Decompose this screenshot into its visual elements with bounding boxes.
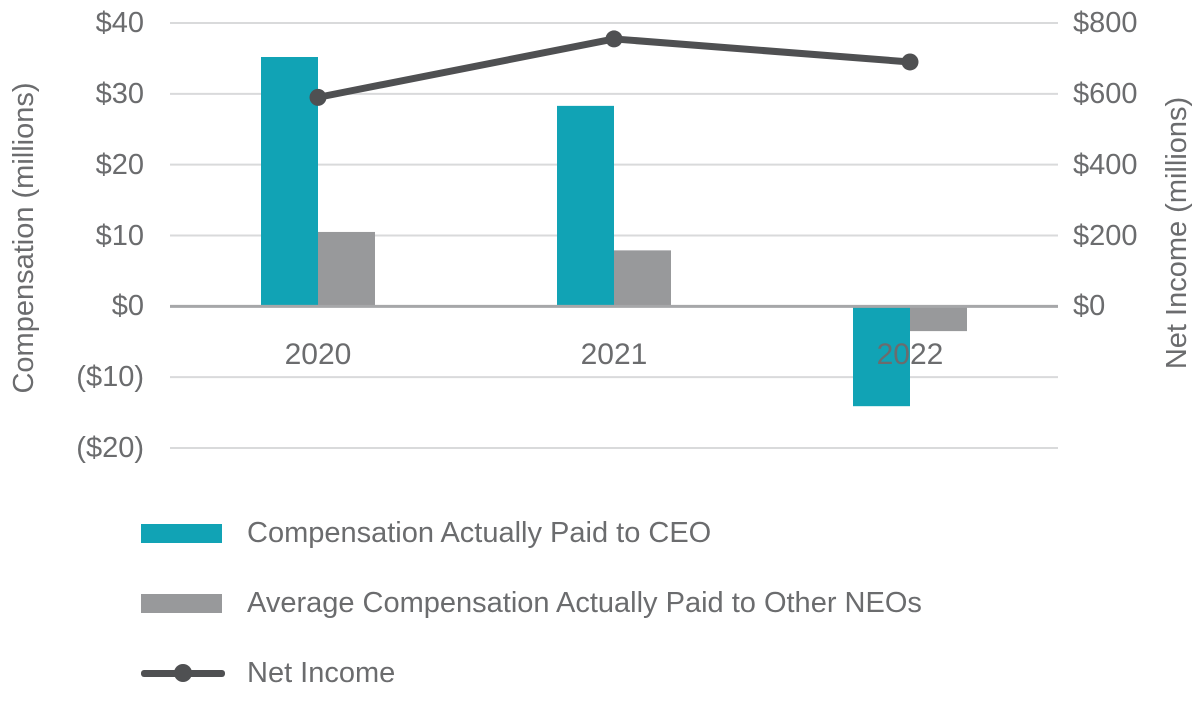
ceo-bar-swatch-icon	[141, 523, 222, 543]
pay-vs-performance-chart: Compensation (millions) Net Income (mill…	[8, 7, 1193, 689]
left-axis-tick-0: $0	[111, 290, 144, 322]
right-axis-tick-400: $400	[1073, 149, 1138, 181]
chart-plot-canvas	[170, 22, 1058, 449]
net-income-line-swatch-icon	[141, 664, 225, 682]
left-axis-tick-20: $20	[95, 149, 144, 181]
right-axis-tick-600: $600	[1073, 78, 1138, 110]
legend-item-ceo-compensation: Compensation Actually Paid to CEO	[141, 514, 922, 552]
left-axis-tick-10: $10	[95, 220, 144, 252]
x-axis-label-2021: 2021	[580, 338, 648, 371]
legend-item-net-income: Net Income	[141, 654, 922, 692]
net-income-dot-icon	[174, 664, 192, 682]
neo-bar-swatch-icon	[141, 593, 222, 613]
legend-label-net-income: Net Income	[247, 657, 396, 689]
x-axis-label-2020: 2020	[284, 338, 352, 371]
legend: Compensation Actually Paid to CEO Averag…	[141, 514, 922, 724]
legend-label-neo: Average Compensation Actually Paid to Ot…	[247, 587, 922, 619]
right-axis-tick-200: $200	[1073, 220, 1138, 252]
right-axis-tick-0: $0	[1073, 290, 1106, 322]
x-axis-label-2022: 2022	[876, 338, 944, 371]
left-axis-tick-neg20: ($20)	[76, 432, 144, 464]
left-axis-tick-neg10: ($10)	[76, 361, 144, 393]
legend-label-ceo: Compensation Actually Paid to CEO	[247, 517, 712, 549]
left-axis-tick-40: $40	[95, 7, 144, 39]
legend-item-neo-compensation: Average Compensation Actually Paid to Ot…	[141, 584, 922, 622]
right-axis-tick-800: $800	[1073, 7, 1138, 39]
left-axis-tick-30: $30	[95, 78, 144, 110]
